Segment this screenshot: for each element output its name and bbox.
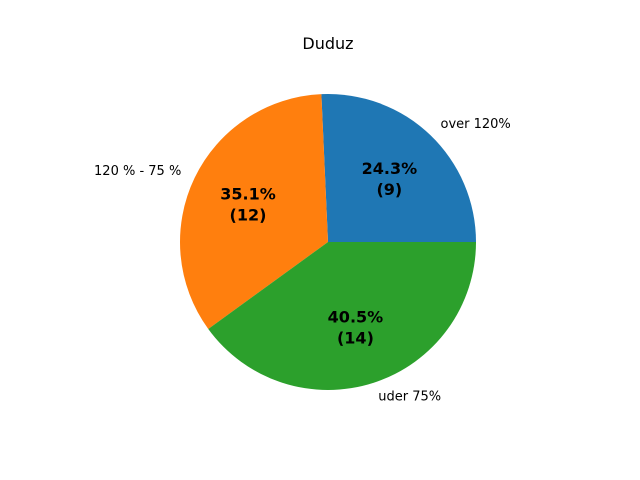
chart-title: Duduz	[302, 34, 353, 53]
slice-label-2: uder 75%	[378, 389, 441, 404]
slice-value-label-0: 24.3% (9)	[362, 159, 418, 199]
slice-percent-0: 24.3%	[362, 159, 418, 178]
slice-count-1: (12)	[230, 205, 267, 224]
slice-label-0: over 120%	[441, 117, 511, 132]
pie-slice-0	[321, 94, 476, 242]
slice-count-0: (9)	[376, 180, 402, 199]
pie-slice-2	[208, 242, 476, 390]
slice-percent-1: 35.1%	[220, 184, 276, 203]
pie-labels: over 120% 24.3% (9) 120 % - 75 % 35.1% (12) ud…	[94, 117, 511, 405]
pie-slice-1	[180, 94, 328, 329]
slice-count-2: (14)	[337, 328, 374, 347]
slice-label-1: 120 % - 75 %	[94, 164, 181, 179]
slice-value-label-1: 35.1% (12)	[220, 184, 276, 224]
slice-percent-2: 40.5%	[328, 307, 384, 326]
pie-slices	[180, 94, 476, 390]
slice-value-label-2: 40.5% (14)	[328, 307, 384, 347]
